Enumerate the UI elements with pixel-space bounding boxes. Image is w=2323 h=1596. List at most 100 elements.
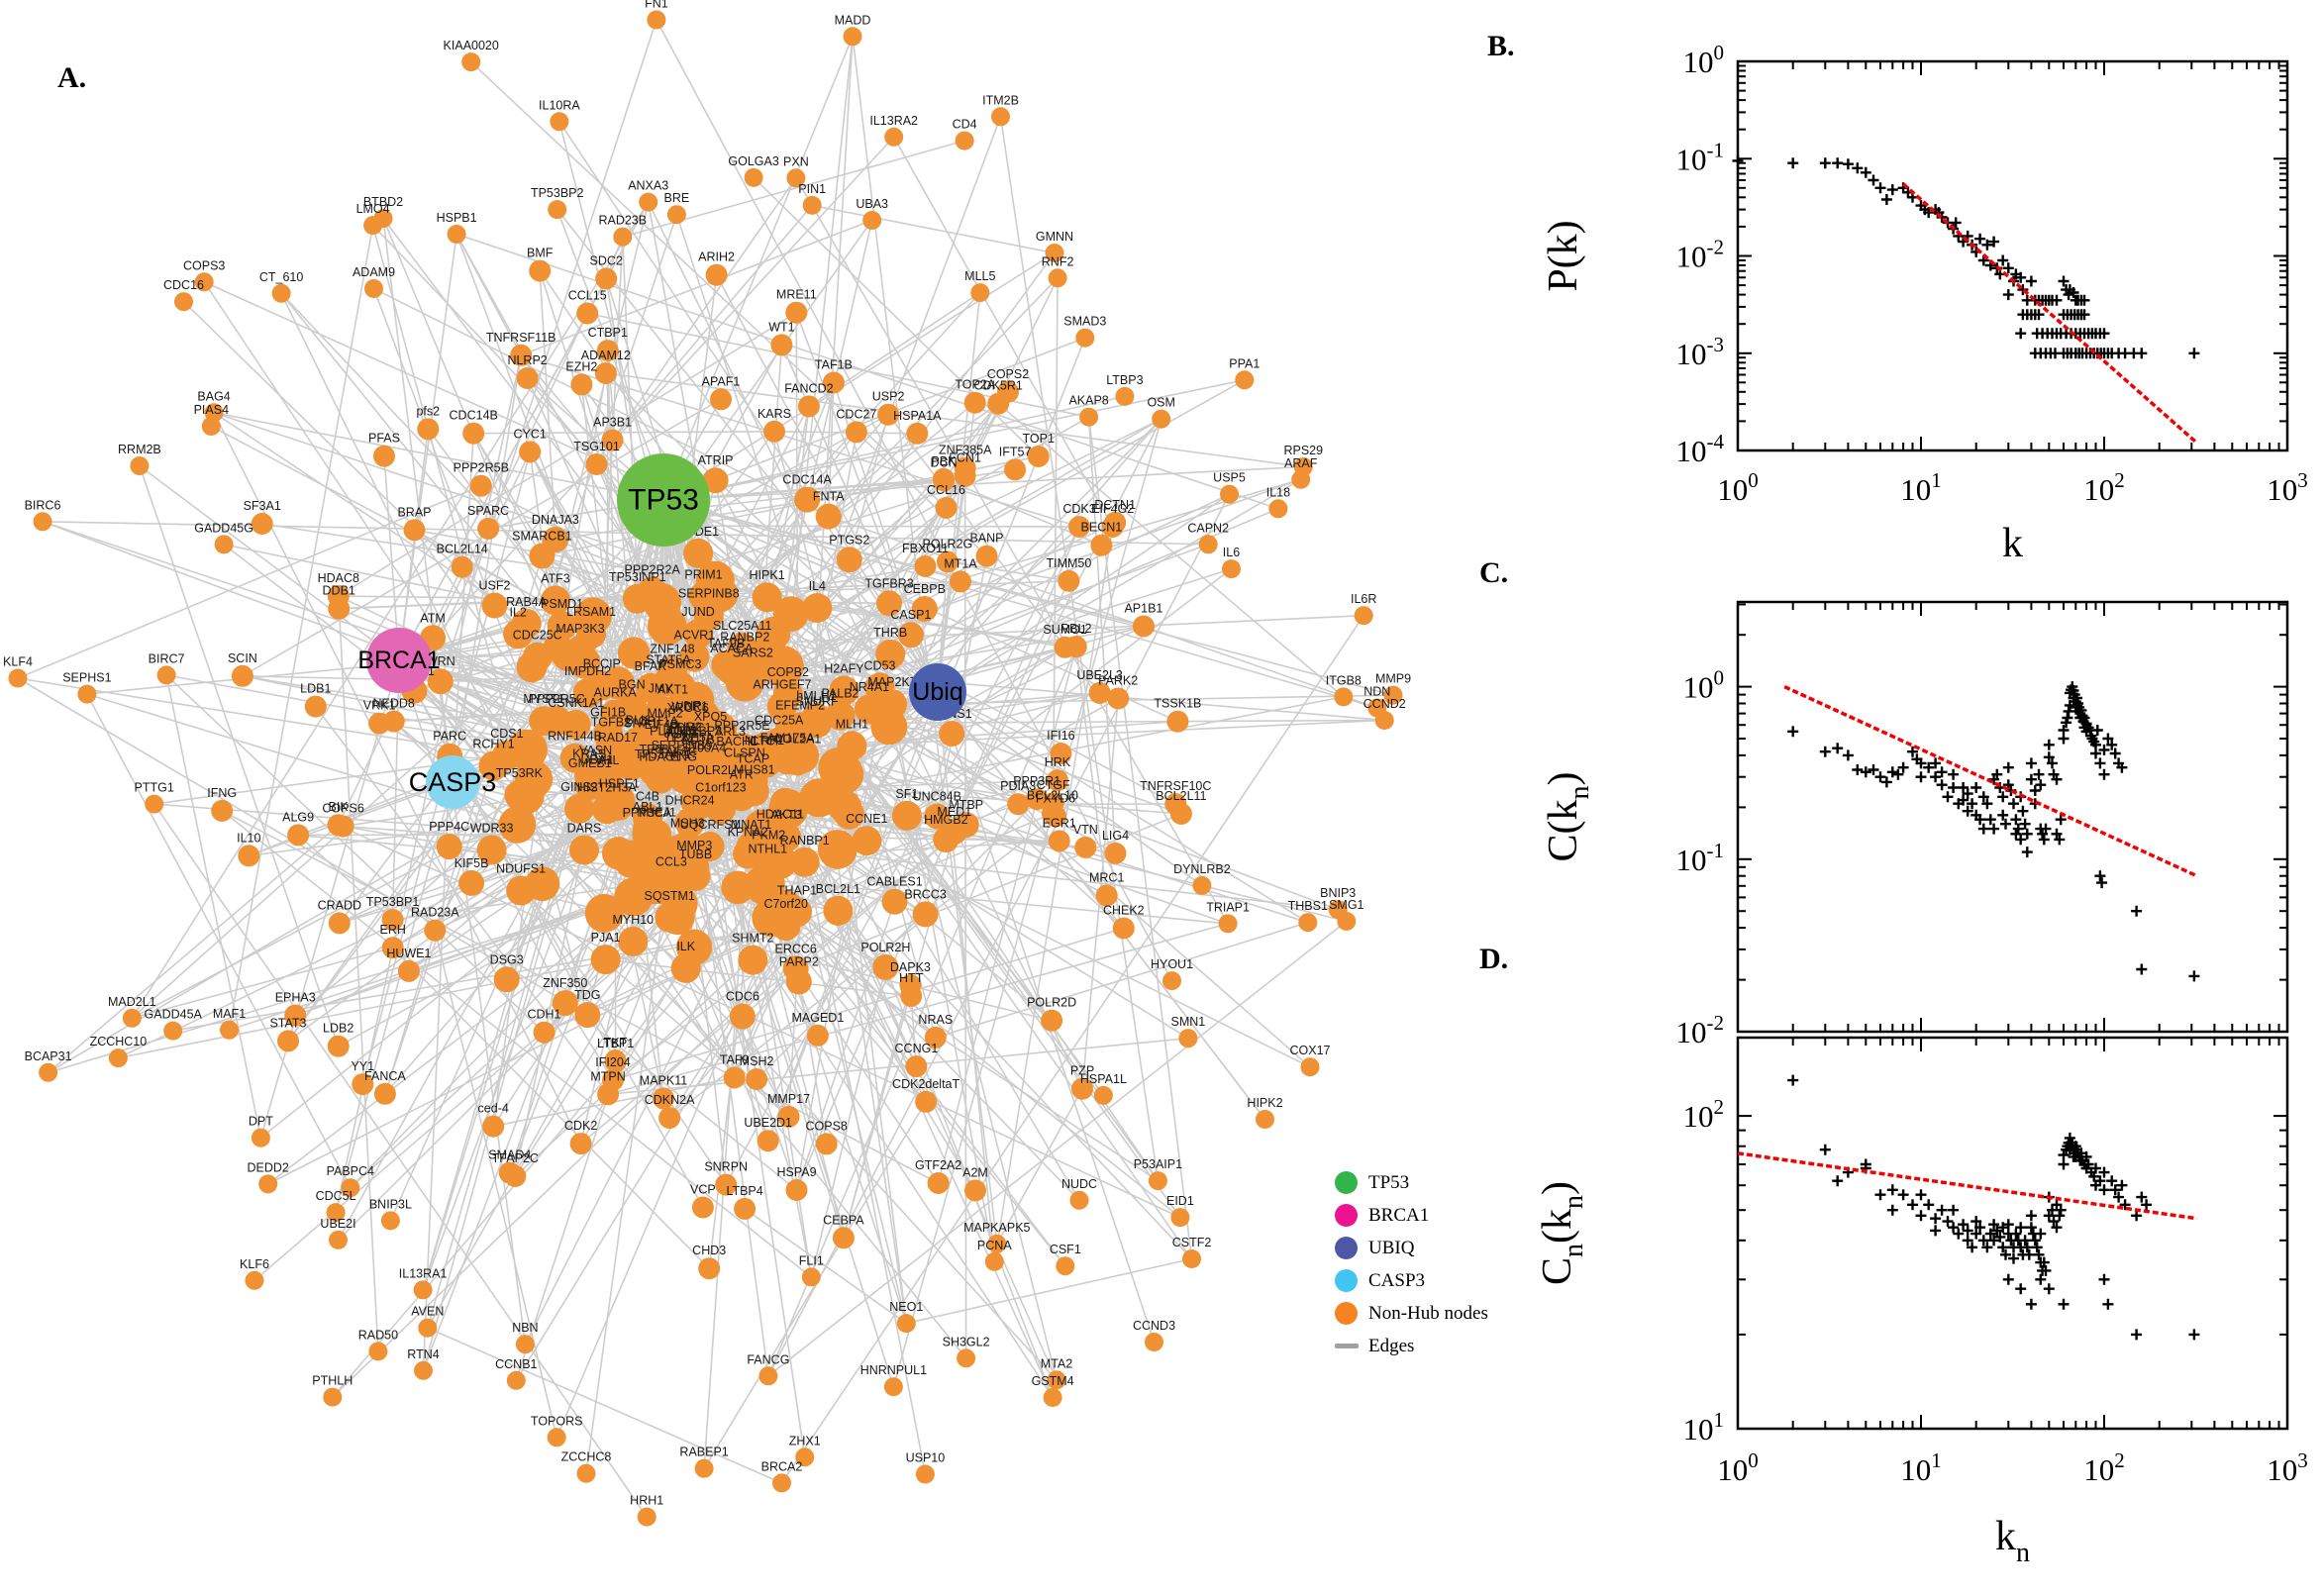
node-label: KRAS <box>572 748 606 761</box>
node-label: KPNA2 <box>728 826 768 840</box>
non-hub-node <box>845 421 867 444</box>
non-hub-node <box>436 834 462 860</box>
node-label: RAD23A <box>411 906 459 920</box>
node-label: HMGB2 <box>924 813 968 827</box>
node-label: FANCG <box>747 1352 789 1366</box>
non-hub-node <box>1056 1256 1075 1276</box>
node-label: BMF <box>527 247 554 260</box>
node-label: PDE5A <box>673 731 715 745</box>
y-axis-label: Cn(kn) <box>1535 1181 1589 1285</box>
non-hub-node <box>955 131 974 150</box>
legend-label-ubiq: UBIQ <box>1368 1237 1415 1258</box>
non-hub-node <box>822 752 864 795</box>
node-label: ACVR1 <box>674 629 716 643</box>
tick-label: 102 <box>2083 468 2125 507</box>
node-label: ADAM12 <box>581 349 631 362</box>
node-label: WDR1 <box>671 700 708 714</box>
non-hub-node <box>825 700 856 731</box>
node-label: FAM175A <box>760 732 816 746</box>
non-hub-node <box>477 517 500 540</box>
node-label: HIPK1 <box>750 568 785 582</box>
node-label: MAPKAPK5 <box>963 1221 1030 1235</box>
plot-frame <box>1736 600 2289 1034</box>
node-label: ARAF <box>1284 456 1318 470</box>
tick-label: 10-1 <box>1676 839 1725 877</box>
node-label: TOPORS <box>531 1414 583 1428</box>
node-label: PKM2 <box>752 829 785 843</box>
non-hub-node <box>424 919 447 942</box>
node-label: ZNF148 <box>650 643 694 656</box>
node-label: CCNE1 <box>846 812 887 826</box>
non-hub-node <box>1298 913 1318 933</box>
node-label: IFT57 <box>999 445 1032 458</box>
node-label: EFEMP2 <box>775 698 825 712</box>
non-hub-node <box>327 1035 350 1057</box>
non-hub-node <box>905 1055 928 1078</box>
node-label: TGFB2 <box>591 716 631 730</box>
non-hub-node <box>506 1370 526 1390</box>
non-hub-node <box>1042 792 1064 815</box>
node-label: UQCRFS1 <box>680 818 740 832</box>
node-label: LRSAM1 <box>566 605 616 619</box>
node-label: CDC14A <box>782 473 832 487</box>
node-label: SEPHS1 <box>62 671 111 685</box>
non-hub-node <box>758 1366 778 1386</box>
tick-label: 100 <box>1717 1448 1759 1487</box>
non-hub-node <box>595 267 618 290</box>
node-label: ARL3 <box>715 725 746 739</box>
non-hub-node <box>657 696 688 727</box>
hub-label-ubiq: Ubiq <box>912 678 962 706</box>
non-hub-node <box>829 675 859 706</box>
node-label: FANCA <box>364 1069 406 1083</box>
nonhub-dot-icon <box>1335 1302 1358 1325</box>
node-label: KIF5B <box>454 856 489 870</box>
node-label: CCND3 <box>1133 1319 1175 1333</box>
node-label: TFAP2C <box>492 1151 539 1165</box>
node-label: A2M <box>962 1165 988 1179</box>
non-hub-node <box>590 945 621 975</box>
non-hub-node <box>729 1003 756 1030</box>
node-label: IL13RA1 <box>399 1266 448 1280</box>
data-points <box>1732 154 2200 359</box>
non-hub-node <box>552 990 578 1017</box>
non-hub-node <box>469 474 492 497</box>
hub-node-ubiq <box>909 663 966 721</box>
node-label: RBL2 <box>1060 622 1091 636</box>
node-label: FANCD2 <box>784 381 833 395</box>
node-label: PZP <box>1070 1064 1094 1078</box>
node-label: DMC1 <box>676 721 711 735</box>
node-label: USP5 <box>1213 471 1246 485</box>
node-label: IL13RA2 <box>869 114 918 128</box>
non-hub-node <box>622 727 653 757</box>
node-label: SPARC <box>467 504 509 518</box>
non-hub-node <box>954 456 976 479</box>
node-label: CD53 <box>864 658 896 672</box>
node-label: BCCIP <box>583 657 621 671</box>
non-hub-node <box>794 486 821 513</box>
non-hub-node <box>834 798 864 830</box>
node-label: ACACA <box>710 642 754 655</box>
node-label: S100A4 <box>682 741 727 754</box>
non-hub-node <box>1354 606 1373 626</box>
node-label: BCL2L11 <box>1156 789 1206 803</box>
non-hub-node <box>785 968 812 995</box>
node-label: PPP3R1 <box>1013 774 1060 788</box>
node-label: COPS8 <box>806 1119 848 1133</box>
node-label: CCL16 <box>927 483 965 497</box>
non-hub-node <box>953 812 979 839</box>
non-hub-node <box>806 1024 829 1047</box>
node-label: AURKA <box>594 686 638 700</box>
node-label: CYC1 <box>514 427 547 441</box>
non-hub-node <box>645 763 675 794</box>
non-hub-node <box>744 167 763 187</box>
node-label: HDAC11 <box>757 807 804 821</box>
non-hub-node <box>548 200 567 220</box>
node-label: CDC5L <box>316 1189 356 1203</box>
node-label: YY1 <box>351 1059 374 1073</box>
node-label: TKT <box>604 1036 628 1049</box>
node-label: ZCCHC8 <box>561 1450 612 1464</box>
non-hub-node <box>515 1335 535 1354</box>
node-label: DPT <box>249 1115 273 1129</box>
node-label: HUWE1 <box>386 947 431 960</box>
node-label: BECN1 <box>1081 521 1123 535</box>
